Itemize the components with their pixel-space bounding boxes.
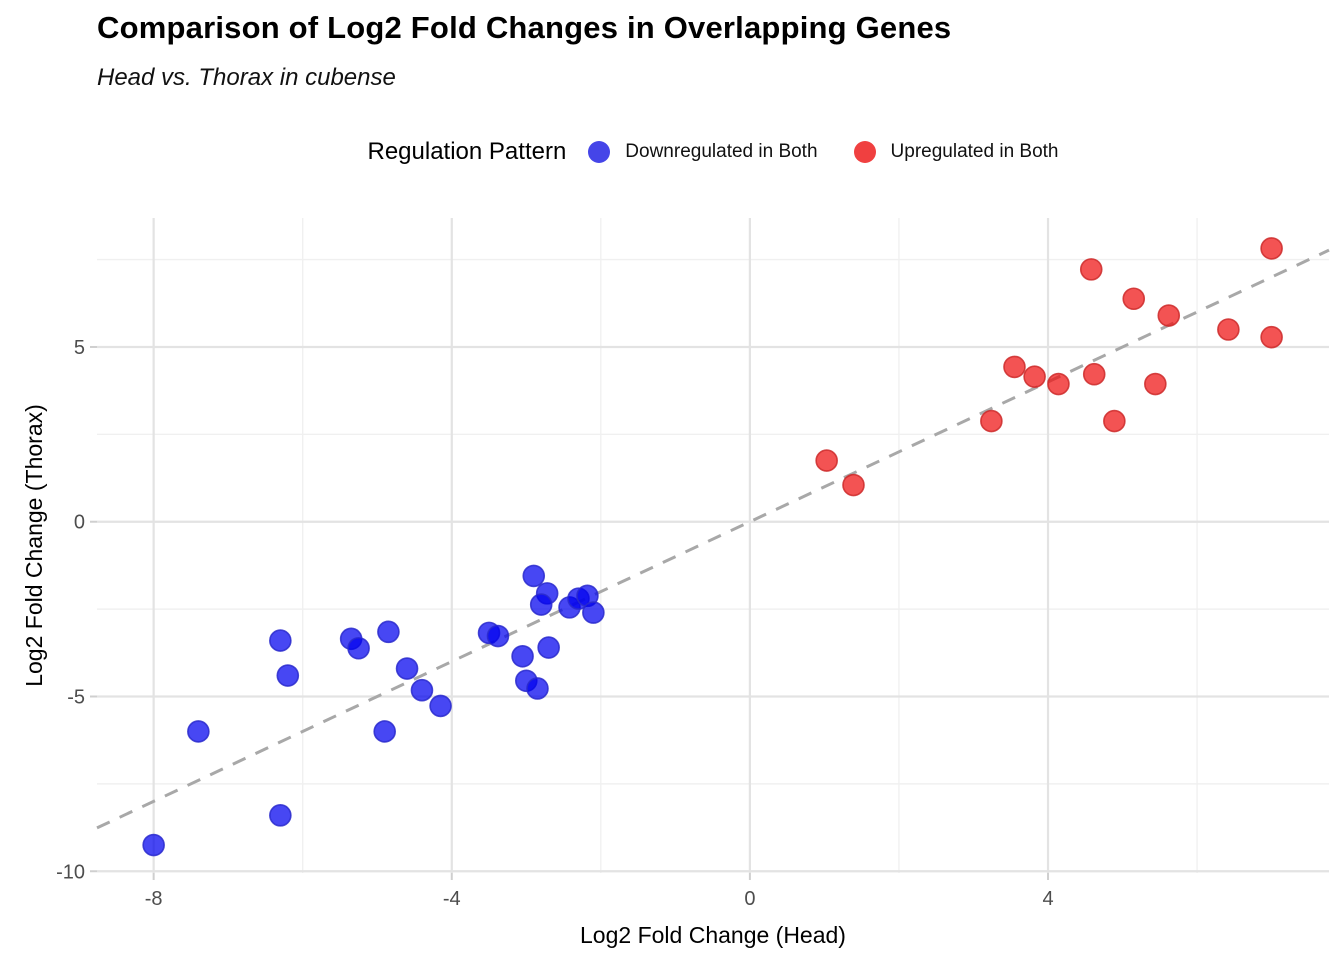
data-point-upregulated	[815, 449, 838, 472]
legend-label: Downregulated in Both	[625, 141, 818, 162]
x-tick-label: -4	[443, 888, 461, 910]
legend-item-upregulated: Upregulated in Both	[853, 141, 1059, 163]
data-point-downregulated	[410, 678, 434, 702]
chart-title: Comparison of Log2 Fold Changes in Overl…	[97, 10, 952, 45]
data-point-downregulated	[142, 833, 165, 857]
y-axis-title: Log2 Fold Change (Thorax)	[21, 404, 47, 687]
data-point-upregulated	[1122, 287, 1146, 311]
y-tick-label: -5	[67, 686, 85, 708]
data-point-downregulated	[486, 624, 510, 648]
data-point-downregulated	[373, 720, 396, 743]
data-point-upregulated	[1260, 325, 1283, 349]
data-point-upregulated	[1157, 304, 1181, 327]
data-point-upregulated	[1023, 365, 1046, 388]
data-point-downregulated	[529, 593, 553, 616]
chart-subtitle: Head vs. Thorax in cubense	[97, 64, 396, 91]
blue-dot-icon	[588, 141, 611, 163]
legend: Regulation Pattern Downregulated in Both…	[97, 128, 1329, 176]
identity-dashed-line	[96, 248, 1330, 830]
data-point-downregulated	[347, 636, 370, 660]
data-point-upregulated	[1103, 409, 1126, 433]
x-tick-label: -8	[145, 888, 163, 910]
data-point-downregulated	[582, 601, 605, 624]
data-point-downregulated	[522, 564, 546, 588]
y-tick-label: -10	[56, 861, 85, 883]
data-point-downregulated	[269, 804, 292, 827]
data-point-downregulated	[537, 636, 560, 659]
legend-title: Regulation Pattern	[367, 138, 567, 165]
data-point-upregulated	[1217, 318, 1240, 341]
data-point-downregulated	[429, 694, 452, 718]
data-point-upregulated	[1047, 372, 1070, 396]
data-point-upregulated	[1144, 372, 1167, 396]
data-point-downregulated	[526, 677, 549, 700]
legend-item-downregulated: Downregulated in Both	[588, 141, 818, 163]
x-axis-title: Log2 Fold Change (Head)	[580, 922, 846, 948]
data-point-downregulated	[269, 629, 292, 652]
data-point-downregulated	[395, 657, 419, 680]
data-point-upregulated	[1082, 362, 1106, 386]
data-point-upregulated	[842, 473, 865, 497]
red-dot-icon	[853, 141, 876, 163]
data-point-downregulated	[377, 620, 400, 644]
x-tick-label: 4	[1042, 888, 1053, 910]
data-point-upregulated	[1079, 258, 1103, 281]
data-point-upregulated	[980, 409, 1003, 433]
legend-label: Upregulated in Both	[890, 141, 1059, 162]
data-point-upregulated	[1003, 355, 1026, 379]
x-tick-label: 0	[744, 888, 755, 910]
data-point-upregulated	[1260, 237, 1283, 260]
y-tick-label: 5	[74, 337, 85, 359]
data-point-downregulated	[187, 720, 210, 743]
data-point-downregulated	[511, 644, 534, 668]
y-tick-label: 0	[74, 512, 85, 534]
data-point-downregulated	[276, 664, 300, 687]
